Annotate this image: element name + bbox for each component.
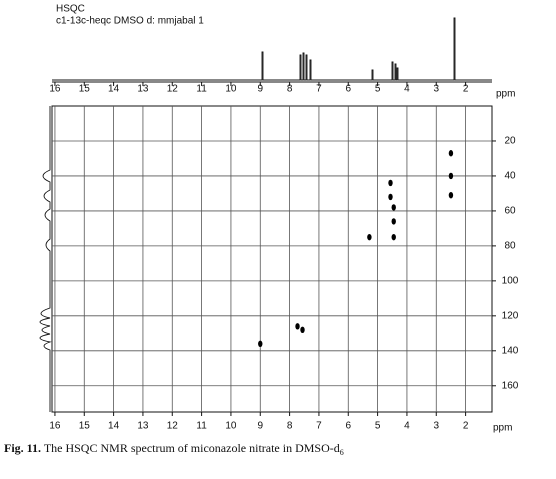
title: HSQC [56,4,85,15]
y-tick-label: 140 [502,345,519,356]
subtitle: c1-13c-heqc DMSO d: mmjabal 1 [56,16,204,27]
caption-subscript: 6 [340,448,344,457]
bottom-tick-label: 3 [433,421,439,432]
cross-peak [448,172,454,180]
y-tick-label: 160 [502,380,519,391]
top-tick-label: 8 [287,84,293,95]
cross-peak [391,204,396,211]
y-tick-label: 80 [504,241,516,252]
carbon-projection [39,106,52,412]
bottom-tick-label: 7 [316,421,322,432]
top-tick-label: 5 [375,84,381,95]
cross-peak [448,150,454,157]
bottom-tick-label: 16 [49,421,61,432]
plot-frame [51,105,493,413]
cross-peak [448,191,454,199]
top-tick-label: 7 [316,84,322,95]
top-tick-label: 10 [225,84,237,95]
cross-peak [300,326,305,334]
cross-peak [295,323,300,330]
proton-projection [52,17,492,81]
cross-peak [388,193,393,201]
caption-text: The HSQC NMR spectrum of miconazole nitr… [44,441,340,455]
bottom-tick-label: 10 [225,421,237,432]
bottom-tick-label: 5 [375,421,381,432]
y-tick-label: 120 [502,310,519,321]
bottom-tick-label: 6 [345,421,351,432]
bottom-tick-label: 11 [196,421,207,432]
top-tick-label: 3 [433,84,439,95]
top-tick-label: 16 [49,84,61,95]
top-tick-label: 12 [167,84,179,95]
top-tick-label: 9 [257,84,263,95]
top-tick-label: 13 [137,84,149,95]
bottom-tick-label: 9 [257,421,263,432]
bottom-axis-label: ppm [493,423,512,434]
caption: Fig. 11. The HSQC NMR spectrum of micona… [4,441,344,457]
top-tick-label: 2 [463,84,469,95]
bottom-tick-label: 14 [108,421,120,432]
top-tick-label: 15 [79,84,91,95]
y-tick-label: 60 [504,206,516,217]
top-tick-label: 14 [108,84,120,95]
bottom-tick-label: 12 [167,421,179,432]
bottom-tick-label: 4 [404,421,410,432]
cross-peak [391,218,396,225]
top-tick-label: 11 [196,84,207,95]
y-tick-label: 20 [504,136,516,147]
bottom-tick-label: 13 [137,421,149,432]
y-tick-label: 100 [502,275,519,286]
cross-peak [388,179,393,187]
caption-label: Fig. 11. [4,441,41,455]
top-axis-label: ppm [496,89,515,100]
cross-peak [391,233,396,241]
bottom-tick-label: 15 [79,421,91,432]
top-tick-label: 4 [404,84,410,95]
cross-peak [367,233,372,241]
bottom-tick-label: 8 [287,421,293,432]
cross-peak [258,340,263,348]
top-tick-label: 6 [345,84,351,95]
y-tick-label: 40 [504,171,516,182]
bottom-tick-label: 2 [463,421,469,432]
